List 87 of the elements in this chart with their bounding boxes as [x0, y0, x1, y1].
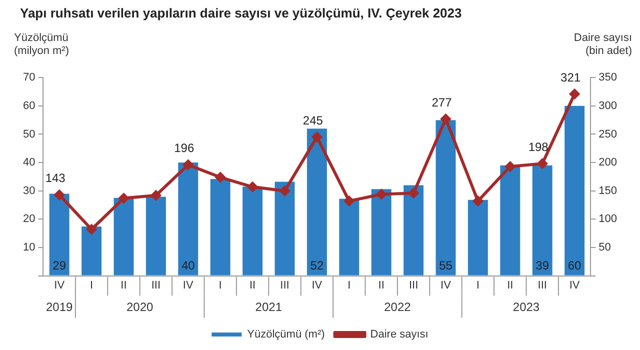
y2-tick-label: 250: [598, 128, 618, 140]
x-tick-label: IV: [182, 279, 194, 292]
data-label: 143: [45, 171, 66, 186]
bar: [500, 165, 520, 276]
x-tick-label: III: [408, 279, 418, 292]
point: [440, 114, 451, 124]
data-label: 321: [560, 70, 581, 84]
y-tick-label: 20: [22, 213, 36, 226]
y2-axis-title: Daire sayısı (bin adet): [572, 32, 632, 58]
x-tick-label: II: [378, 279, 384, 292]
point: [570, 89, 580, 100]
y2-tick-label: 150: [598, 184, 618, 197]
x-tick-label: I: [476, 279, 480, 292]
data-label: 198: [528, 140, 549, 154]
bar: [468, 200, 488, 276]
x-tick-label: II: [507, 279, 514, 292]
data-label: 277: [432, 95, 452, 110]
y-tick-label: 50: [22, 128, 36, 140]
y-tick-label: 60: [22, 100, 36, 112]
x-tick-label: IV: [312, 279, 323, 292]
bar: [242, 186, 263, 276]
point: [248, 182, 258, 192]
x-tick-label: III: [280, 279, 290, 292]
point: [280, 186, 290, 196]
text: 2022: [384, 300, 412, 314]
text: 2021: [255, 300, 282, 314]
y-axis-title: Yüzölçümü (milyon m²): [14, 32, 70, 58]
data-label: 245: [302, 113, 324, 128]
point: [312, 132, 322, 142]
y2-tick-label: 50: [598, 242, 611, 254]
bar: [532, 165, 552, 276]
x-tick-label: IV: [569, 279, 580, 292]
x-tick-label: II: [120, 279, 127, 292]
bar: [49, 194, 70, 276]
data-label: 196: [174, 141, 194, 156]
y2-tick-label: 350: [598, 72, 618, 84]
point: [86, 224, 97, 234]
text: 2020: [126, 300, 154, 314]
x-tick-label: III: [538, 279, 547, 292]
x-tick-label: IV: [54, 279, 66, 292]
legend-label: Yüzölçümü (m²): [247, 328, 325, 341]
bar: [564, 106, 585, 276]
data-label: 29: [52, 258, 66, 273]
legend-label: Daire sayısı: [370, 328, 428, 341]
data-label: 55: [439, 258, 453, 273]
data-label: 52: [310, 258, 324, 273]
x-tick-label: I: [348, 279, 351, 292]
y-tick-label: 10: [22, 242, 36, 254]
point: [118, 193, 129, 204]
bar: [274, 182, 295, 276]
point: [537, 158, 548, 169]
data-label: 39: [536, 258, 550, 273]
x-tick-label: II: [249, 279, 256, 292]
y-tick-label: 30: [22, 184, 36, 197]
bar: [146, 196, 166, 276]
bar: [82, 226, 102, 276]
data-label: 40: [181, 258, 196, 273]
bar: [178, 162, 198, 276]
point: [376, 189, 386, 200]
point: [344, 196, 354, 206]
y-tick-label: 40: [22, 156, 36, 169]
point: [215, 172, 226, 182]
point: [408, 188, 419, 198]
x-tick-label: I: [218, 279, 222, 292]
point: [150, 190, 161, 200]
y2-tick-label: 200: [598, 156, 618, 169]
point: [472, 196, 483, 206]
y2-tick-label: 100: [598, 213, 618, 226]
x-tick-label: IV: [440, 279, 452, 292]
point: [183, 160, 194, 170]
bar: [339, 198, 360, 276]
data-label: 60: [568, 258, 582, 273]
chart-title: Yapı ruhsatı verilen yapıların daire sayısı ve yüzölçümü, IV. Çeyrek 2023: [20, 5, 462, 20]
x-tick-label: I: [90, 279, 94, 292]
bar: [114, 198, 134, 276]
text: 2019: [46, 300, 74, 314]
bar: [371, 189, 392, 276]
bar: [210, 178, 230, 276]
bar: [404, 185, 424, 276]
bar: [306, 128, 327, 276]
point: [54, 190, 64, 200]
y2-tick-label: 300: [598, 100, 618, 112]
point: [505, 162, 516, 172]
y-tick-label: 70: [22, 72, 36, 84]
x-tick-label: III: [151, 279, 161, 292]
bar: [436, 120, 456, 276]
text: 2023: [512, 300, 540, 314]
